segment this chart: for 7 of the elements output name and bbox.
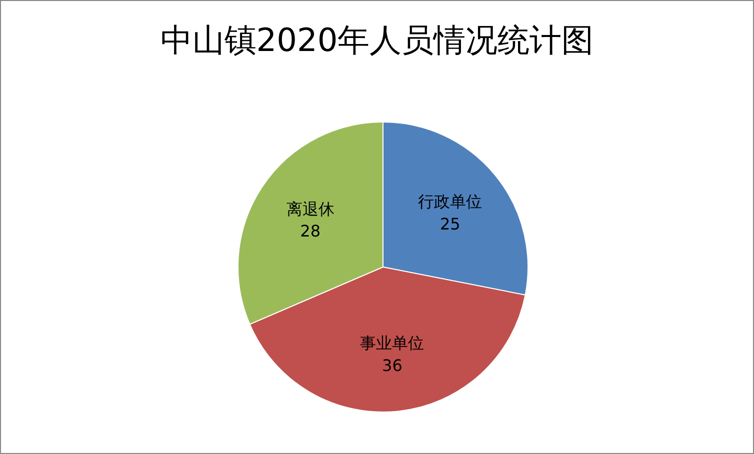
slice-label: 离退休: [286, 199, 334, 218]
chart-title: 中山镇2020年人员情况统计图: [159, 20, 595, 61]
data-label: 25: [440, 214, 460, 234]
slice-label: 行政单位: [418, 192, 482, 211]
data-label: 28: [300, 222, 321, 241]
data-label: 36: [382, 356, 402, 376]
slice-label: 事业单位: [360, 334, 424, 353]
